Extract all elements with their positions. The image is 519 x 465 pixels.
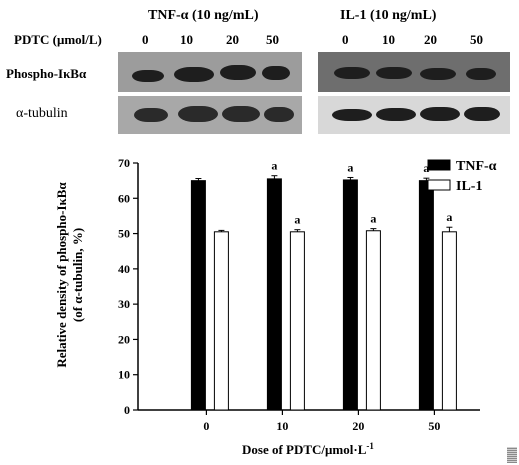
bar-il1 bbox=[441, 231, 457, 411]
significance-marker: a bbox=[294, 213, 300, 227]
x-axis-label-sup: -1 bbox=[366, 441, 374, 451]
phospho-ikba-row-label: Phospho-IκBα bbox=[6, 66, 87, 81]
band bbox=[178, 106, 218, 122]
y-tick-label: 60 bbox=[118, 191, 130, 205]
x-tick-label: 50 bbox=[428, 419, 440, 433]
y-tick-label: 40 bbox=[118, 262, 130, 276]
bar-tnf bbox=[342, 179, 358, 411]
band bbox=[376, 67, 412, 79]
bar-tnf bbox=[266, 178, 282, 411]
band bbox=[222, 106, 260, 122]
blot-panel-phospho-il1 bbox=[318, 52, 510, 92]
band bbox=[134, 108, 168, 122]
y-tick-label: 30 bbox=[118, 297, 130, 311]
legend-label: TNF-α bbox=[456, 159, 497, 174]
dose-label-right-0: 0 bbox=[342, 32, 349, 47]
y-tick-label: 70 bbox=[118, 156, 130, 170]
alpha-tubulin-row-label: α-tubulin bbox=[16, 106, 68, 121]
blot-panel-phospho-tnf bbox=[118, 52, 302, 92]
band bbox=[174, 67, 214, 82]
bar-il1 bbox=[365, 230, 381, 411]
bar-il1 bbox=[289, 231, 305, 411]
x-tick-label: 10 bbox=[276, 419, 288, 433]
y-tick-label: 20 bbox=[118, 332, 130, 346]
x-tick-label: 20 bbox=[352, 419, 364, 433]
y-tick-label: 10 bbox=[118, 368, 130, 382]
legend-swatch bbox=[427, 159, 451, 171]
dose-label-left-50: 50 bbox=[266, 32, 279, 47]
bar-tnf bbox=[418, 180, 434, 411]
legend-swatch bbox=[427, 179, 451, 191]
y-axis-label-line1: Relative density of phospho-IκBα bbox=[54, 182, 69, 368]
x-axis-label: Dose of PDTC/μmol·L-1 bbox=[242, 441, 374, 457]
band bbox=[420, 68, 456, 80]
band bbox=[132, 70, 164, 82]
band bbox=[376, 108, 416, 121]
significance-marker: a bbox=[370, 212, 376, 226]
significance-marker: a bbox=[446, 210, 452, 224]
band bbox=[332, 109, 372, 121]
y-tick-label: 50 bbox=[118, 227, 130, 241]
dose-label-left-10: 10 bbox=[180, 32, 193, 47]
dose-label-right-20: 20 bbox=[424, 32, 437, 47]
band bbox=[420, 107, 460, 121]
dose-label-left-20: 20 bbox=[226, 32, 239, 47]
y-tick-label: 0 bbox=[124, 403, 130, 417]
x-tick-label: 0 bbox=[203, 419, 209, 433]
dose-label-left-0: 0 bbox=[142, 32, 149, 47]
bar-tnf bbox=[190, 180, 206, 411]
y-axis-label-line2: (of α-tubulin, %) bbox=[70, 228, 85, 322]
y-axis-label: Relative density of phospho-IκBα (of α-t… bbox=[54, 182, 85, 368]
scrollbar-grip bbox=[507, 447, 517, 463]
legend-label: IL-1 bbox=[456, 179, 482, 194]
band bbox=[220, 65, 256, 80]
band bbox=[466, 68, 496, 80]
tnf-alpha-header: TNF-α (10 ng/mL) bbox=[148, 8, 259, 23]
band bbox=[464, 107, 500, 121]
band bbox=[334, 67, 370, 79]
il1-header: IL-1 (10 ng/mL) bbox=[340, 8, 437, 23]
significance-marker: a bbox=[423, 161, 429, 175]
significance-marker: a bbox=[347, 160, 353, 174]
band bbox=[264, 107, 294, 122]
significance-marker: a bbox=[271, 159, 277, 173]
blot-panel-tubulin-il1 bbox=[318, 96, 510, 134]
x-axis-label-main: Dose of PDTC/μmol·L bbox=[242, 442, 367, 457]
dose-label-right-10: 10 bbox=[382, 32, 395, 47]
dose-label-right-50: 50 bbox=[470, 32, 483, 47]
band bbox=[262, 66, 290, 80]
blot-panel-tubulin-tnf bbox=[118, 96, 302, 134]
pdtc-label: PDTC (μmol/L) bbox=[14, 32, 102, 47]
bar-il1 bbox=[213, 231, 229, 411]
